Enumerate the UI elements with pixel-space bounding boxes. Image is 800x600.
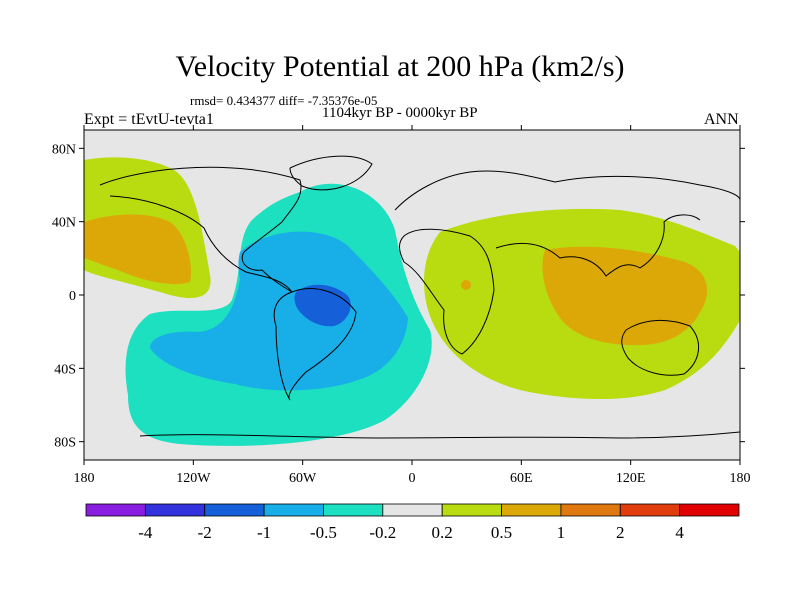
lat-label: 40S [54, 362, 76, 377]
colorbar [85, 503, 740, 517]
contour-fields [84, 130, 740, 460]
longitude-axis: 180 120W 60W 0 60E 120E 180 [74, 125, 751, 486]
colorbar-label: -4 [138, 523, 153, 542]
coast-south-america [273, 288, 357, 401]
lon-label: 60E [510, 471, 533, 486]
lat-label: 0 [69, 289, 76, 304]
colorbar-label: 0.2 [432, 523, 453, 542]
colorbar-swatch [263, 503, 324, 517]
colorbar-label: 4 [675, 523, 684, 542]
lon-label: 120E [616, 471, 646, 486]
colorbar-label: 2 [616, 523, 625, 542]
lon-label: 180 [74, 471, 95, 486]
lat-label: 80S [54, 436, 76, 451]
coast-africa [399, 228, 495, 355]
plot-title: Velocity Potential at 200 hPa (km2/s) [175, 50, 625, 83]
colorbar-swatch [85, 503, 146, 517]
coast-europe [394, 170, 740, 211]
negative-field-inner [150, 231, 408, 391]
positive-patch-africa [461, 280, 471, 290]
period-subtitle: 1104kyr BP - 0000kyr BP [322, 105, 478, 121]
colorbar-swatch [323, 503, 384, 517]
coast-asia [495, 214, 701, 277]
coast-north-america [99, 166, 302, 293]
colorbar-label: 0.5 [491, 523, 512, 542]
coast-australia [621, 319, 699, 376]
colorbar-labels: -4 -2 -1 -0.5 -0.2 0.2 0.5 1 2 4 [138, 523, 684, 542]
colorbar-label: -0.2 [369, 523, 396, 542]
season-label: ANN [704, 111, 739, 128]
colorbar-label: -1 [257, 523, 271, 542]
lat-label: 80N [52, 142, 76, 157]
colorbar-label: -0.5 [310, 523, 337, 542]
coast-greenland [289, 155, 373, 191]
colorbar-label: 1 [557, 523, 566, 542]
lon-label: 120W [176, 471, 211, 486]
lat-label: 40N [52, 216, 76, 231]
colorbar-swatch [679, 503, 740, 517]
coast-antarctica [139, 431, 740, 439]
colorbar-swatch [382, 503, 443, 517]
positive-field-pacific-core [84, 214, 191, 285]
colorbar-swatch [501, 503, 562, 517]
latitude-axis: 80N 40N 0 40S 80S [52, 142, 745, 451]
lon-label: 60W [289, 471, 317, 486]
coastlines [99, 155, 740, 439]
experiment-label: Expt = tEvtU-tevta1 [84, 111, 214, 128]
colorbar-swatch [204, 503, 265, 517]
colorbar-swatch [560, 503, 621, 517]
lon-label: 180 [730, 471, 751, 486]
colorbar-swatch [144, 503, 206, 517]
colorbar-swatch [619, 503, 681, 517]
colorbar-swatch [441, 503, 502, 517]
colorbar-label: -2 [198, 523, 212, 542]
stats-subtitle: rmsd= 0.434377 diff= -7.35376e-05 [190, 93, 378, 108]
lon-label: 0 [409, 471, 416, 486]
